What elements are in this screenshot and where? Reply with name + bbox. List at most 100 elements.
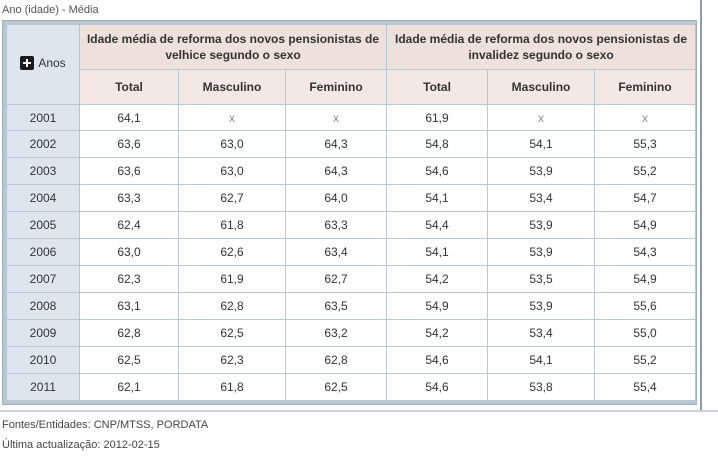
value-cell: 64,0 [286,185,387,211]
value-cell: 62,7 [286,266,387,292]
value-cell: 55,2 [595,347,696,373]
value-cell: 54,9 [595,212,696,238]
value-cell: 63,0 [179,131,285,157]
value-cell: 62,3 [80,266,178,292]
subheader-total: Total [387,70,488,104]
subheader-masculino: Masculino [488,70,595,104]
value-cell: 62,7 [179,185,285,211]
value-cell: 54,1 [488,347,595,373]
value-cell: 62,6 [179,239,285,265]
value-cell: 63,2 [286,320,387,346]
value-cell: 54,6 [387,158,488,184]
value-cell: 54,2 [387,320,488,346]
value-cell: 53,8 [488,374,595,400]
value-cell: 54,1 [488,131,595,157]
years-header-label: Anos [38,56,66,70]
value-cell: 62,4 [80,212,178,238]
value-cell: 62,5 [80,347,178,373]
value-cell: x [595,105,696,130]
expand-plus-icon[interactable] [20,56,35,70]
table-row: 2004 63,3 62,7 64,0 54,1 53,4 54,7 [7,185,696,211]
value-cell: 62,5 [179,320,285,346]
year-cell: 2006 [7,239,79,265]
value-cell: 54,9 [595,266,696,292]
value-cell: 55,4 [595,374,696,400]
value-cell: 53,4 [488,185,595,211]
years-column-header[interactable]: Anos [7,25,79,104]
year-cell: 2009 [7,320,79,346]
value-cell: 62,8 [80,320,178,346]
value-cell: 54,1 [387,239,488,265]
year-cell: 2005 [7,212,79,238]
value-cell: 53,9 [488,239,595,265]
value-cell: 53,9 [488,293,595,319]
value-cell: 63,3 [286,212,387,238]
year-cell: 2011 [7,374,79,400]
value-cell: 54,2 [387,266,488,292]
value-cell: 62,1 [80,374,178,400]
table-body: 2001 64,1 x x 61,9 x x 2002 63,6 63,0 64,3 54,8 54,1… [7,105,696,400]
value-cell: 53,9 [488,212,595,238]
last-update-note: Última actualização: 2012-02-15 [2,439,160,451]
value-cell: 55,3 [595,131,696,157]
value-cell: 54,6 [387,374,488,400]
value-cell: 63,4 [286,239,387,265]
value-cell: 62,3 [179,347,285,373]
year-cell: 2003 [7,158,79,184]
table-row: 2003 63,6 63,0 64,3 54,6 53,9 55,2 [7,158,696,184]
subheader-feminino: Feminino [286,70,387,104]
year-cell: 2008 [7,293,79,319]
value-cell: x [286,105,387,130]
data-table-frame: Anos Idade média de reforma dos novos pe… [2,20,697,405]
value-cell: 54,6 [387,347,488,373]
table-row: 2008 63,1 62,8 63,5 54,9 53,9 55,6 [7,293,696,319]
value-cell: 62,8 [286,347,387,373]
table-caption: Ano (idade) - Média [2,4,99,16]
year-cell: 2001 [7,105,79,130]
value-cell: 61,9 [179,266,285,292]
data-table: Anos Idade média de reforma dos novos pe… [6,24,696,401]
value-cell: 63,0 [179,158,285,184]
value-cell: 61,8 [179,374,285,400]
value-cell: 64,3 [286,158,387,184]
subheader-total: Total [80,70,178,104]
value-cell: 53,4 [488,320,595,346]
value-cell: 55,0 [595,320,696,346]
table-row: 2006 63,0 62,6 63,4 54,1 53,9 54,3 [7,239,696,265]
table-row: 2011 62,1 61,8 62,5 54,6 53,8 55,4 [7,374,696,400]
table-row: 2007 62,3 61,9 62,7 54,2 53,5 54,9 [7,266,696,292]
value-cell: 61,8 [179,212,285,238]
table-row: 2009 62,8 62,5 63,2 54,2 53,4 55,0 [7,320,696,346]
year-cell: 2010 [7,347,79,373]
year-cell: 2002 [7,131,79,157]
year-cell: 2007 [7,266,79,292]
subheader-feminino: Feminino [595,70,696,104]
value-cell: 63,5 [286,293,387,319]
value-cell: 63,6 [80,158,178,184]
value-cell: 62,5 [286,374,387,400]
table-row: 2010 62,5 62,3 62,8 54,6 54,1 55,2 [7,347,696,373]
value-cell: 55,6 [595,293,696,319]
value-cell: 63,1 [80,293,178,319]
value-cell: 62,8 [179,293,285,319]
value-cell: 64,1 [80,105,178,130]
value-cell: 54,4 [387,212,488,238]
value-cell: 54,7 [595,185,696,211]
group-header-invalidez: Idade média de reforma dos novos pension… [387,25,696,69]
value-cell: x [179,105,285,130]
table-row: 2005 62,4 61,8 63,3 54,4 53,9 54,9 [7,212,696,238]
year-cell: 2004 [7,185,79,211]
table-row: 2001 64,1 x x 61,9 x x [7,105,696,130]
table-row: 2002 63,6 63,0 64,3 54,8 54,1 55,3 [7,131,696,157]
value-cell: 63,6 [80,131,178,157]
value-cell: 55,2 [595,158,696,184]
value-cell: 54,3 [595,239,696,265]
value-cell: 63,3 [80,185,178,211]
value-cell: 53,9 [488,158,595,184]
value-cell: 64,3 [286,131,387,157]
value-cell: x [488,105,595,130]
value-cell: 61,9 [387,105,488,130]
value-cell: 53,5 [488,266,595,292]
sources-note: Fontes/Entidades: CNP/MTSS, PORDATA [2,419,209,431]
